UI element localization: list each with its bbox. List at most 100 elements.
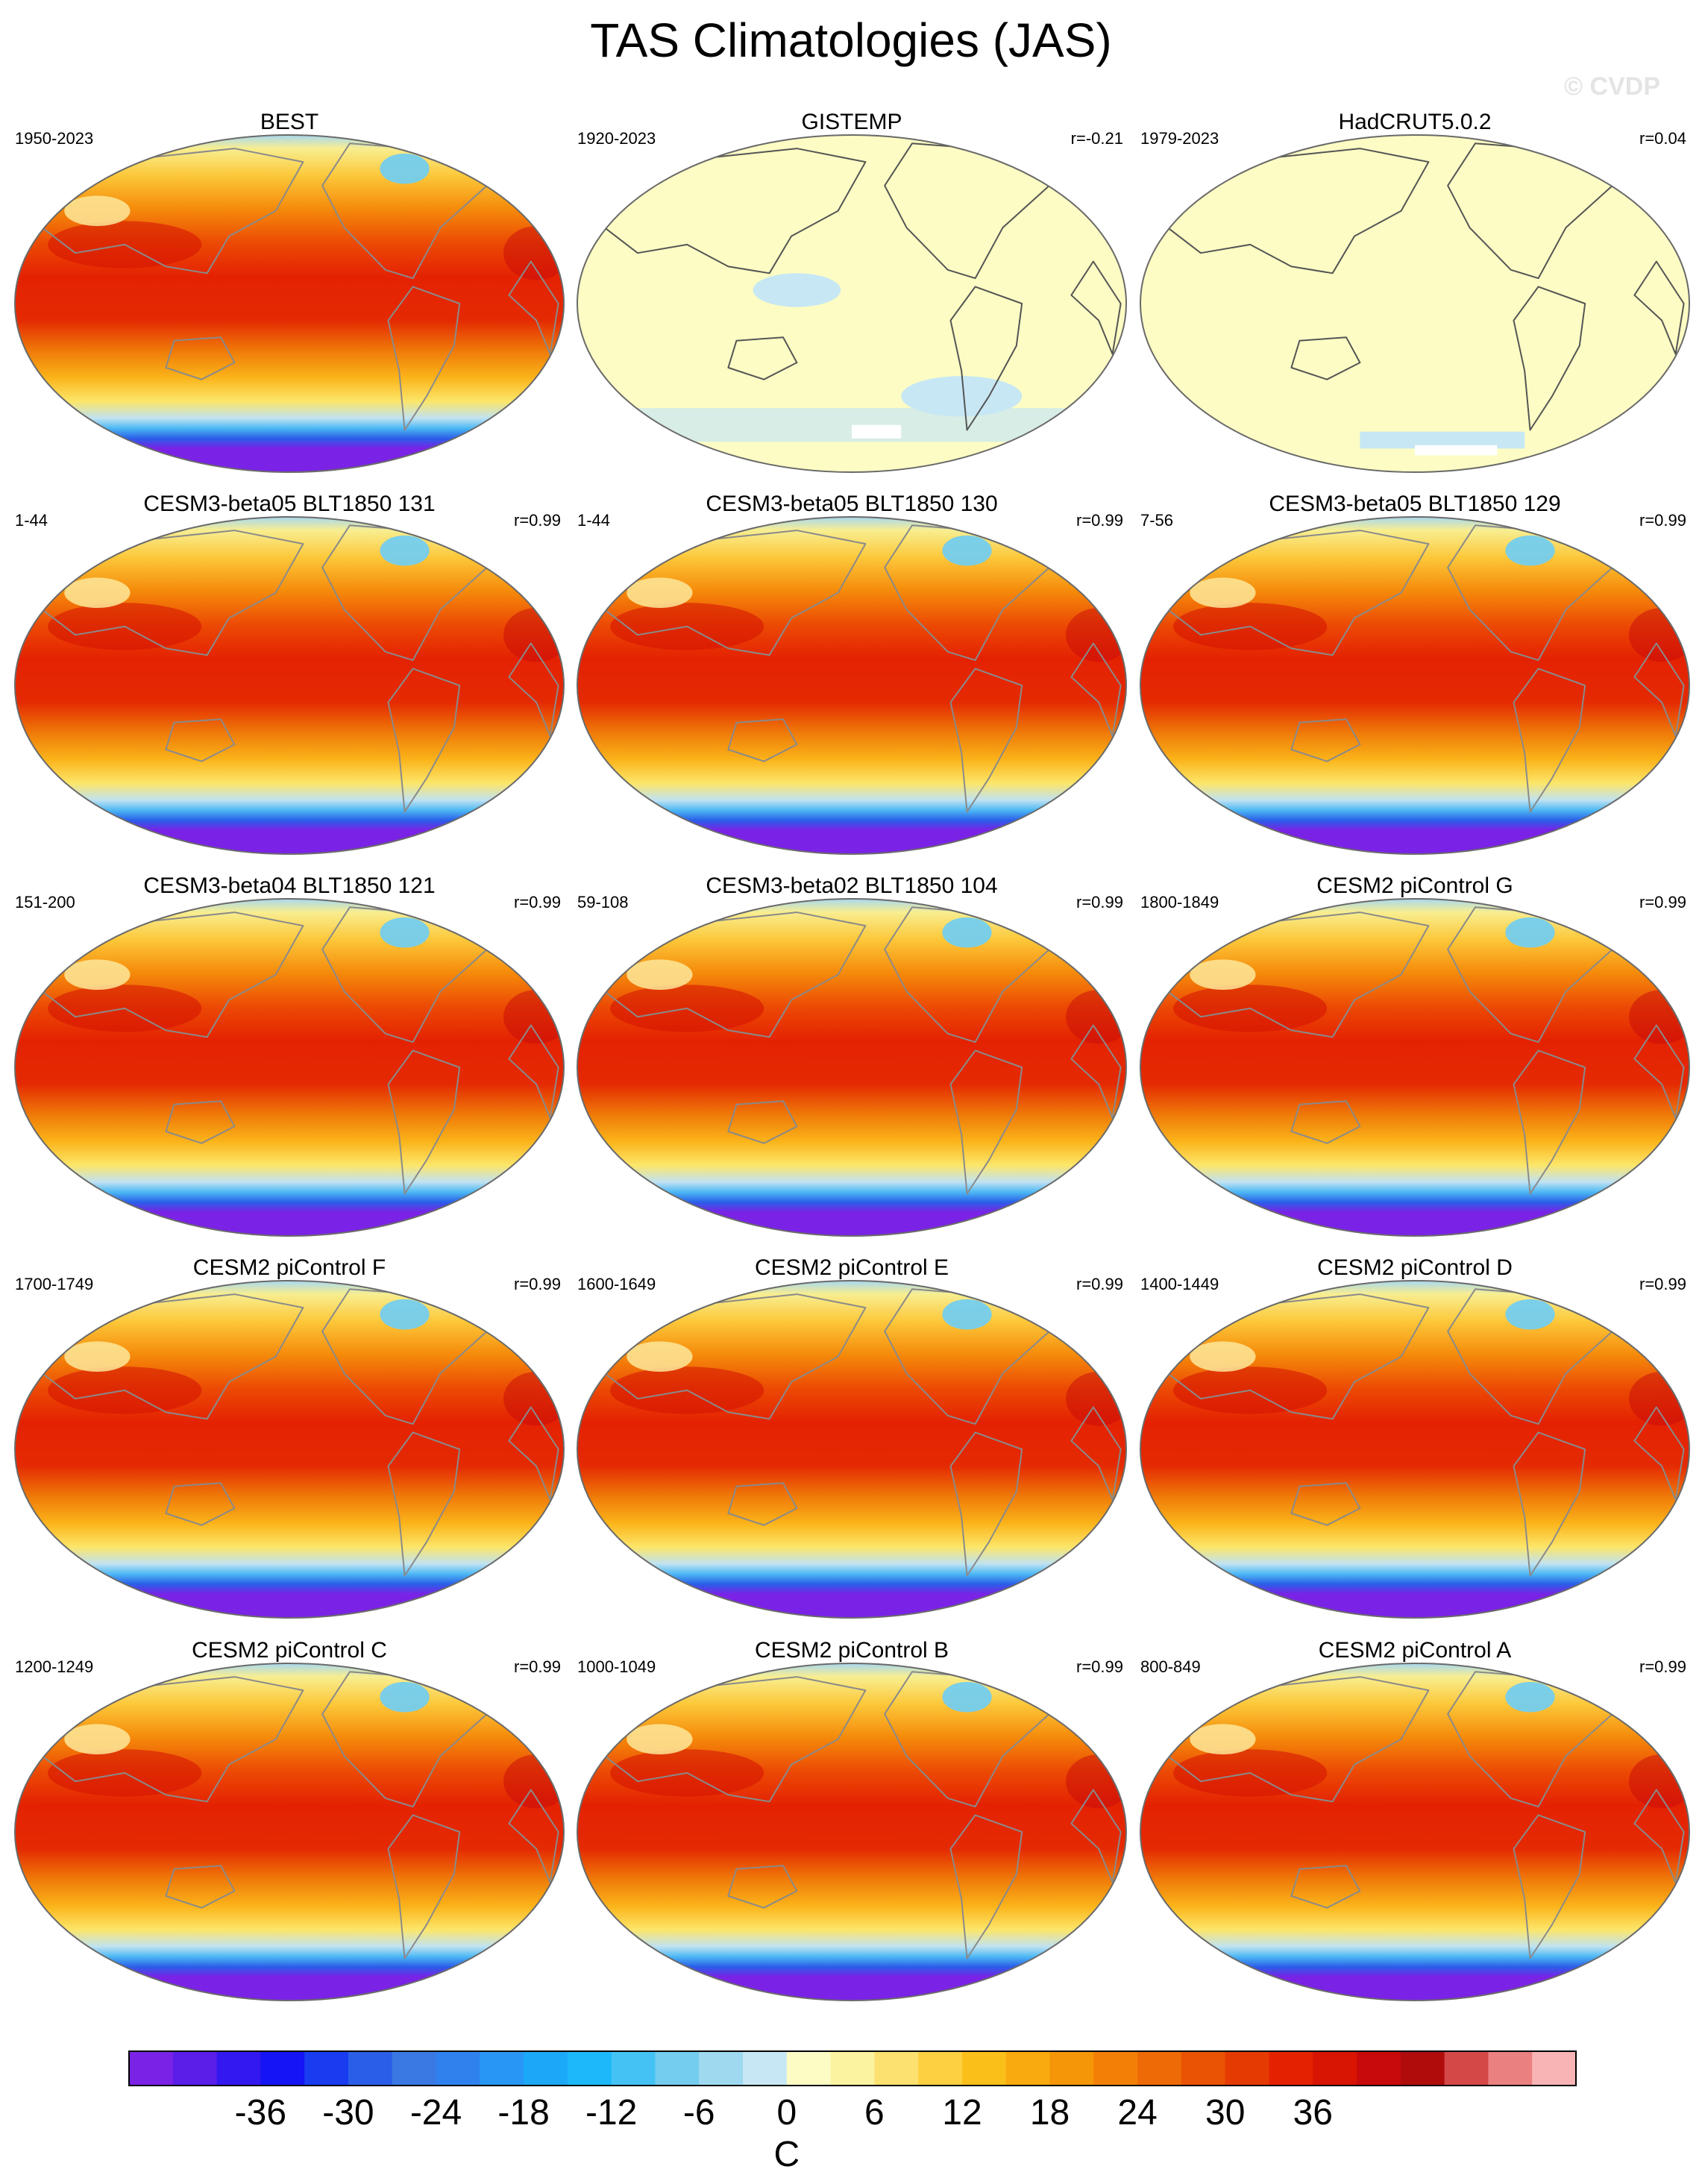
colorbar-tick-label: 30 <box>1205 2093 1245 2133</box>
colorbar-tick-label: 18 <box>1030 2093 1070 2133</box>
colorbar-tick-label: 12 <box>942 2093 982 2133</box>
temperature-field <box>15 135 564 472</box>
continent-outline <box>590 1676 867 1803</box>
map-panel: CESM2 piControl F 1700-1749 r=0.99 <box>14 1255 565 1619</box>
continent-outline <box>387 1814 461 1959</box>
colorbar-tick-label: -36 <box>235 2093 286 2133</box>
continent-outline <box>1153 1676 1430 1803</box>
map-border <box>14 516 565 855</box>
temperature-field <box>1140 1281 1689 1618</box>
continent-outline <box>949 1049 1023 1195</box>
temperature-field <box>1140 517 1689 854</box>
panel-title: BEST <box>260 110 318 134</box>
map-border <box>1140 1280 1690 1619</box>
continent-outline <box>1153 148 1430 274</box>
panel-period: 1700-1749 <box>15 1275 93 1293</box>
continent-outline <box>387 668 461 813</box>
panel-title: CESM2 piControl B <box>755 1638 949 1663</box>
temperature-field <box>15 899 564 1236</box>
colorbar-tick-label: 6 <box>864 2093 885 2133</box>
greenland-cold-spot <box>1505 917 1555 948</box>
map-border <box>14 898 565 1237</box>
continent-outline <box>508 260 559 355</box>
temperature-field <box>577 1281 1126 1618</box>
continent-outline <box>508 642 559 737</box>
continent-outline <box>727 1100 798 1144</box>
continent-outline <box>165 1865 236 1909</box>
continent-outline <box>1633 1789 1685 1883</box>
panel-period: 1600-1649 <box>577 1275 656 1293</box>
panel-title: CESM2 piControl A <box>1319 1638 1511 1663</box>
continent-outline <box>1513 1049 1586 1195</box>
continent-outline <box>28 1293 304 1420</box>
panel-period: 1979-2023 <box>1140 129 1219 148</box>
greenland-cold-spot <box>380 535 430 566</box>
panel-title: CESM3-beta05 BLT1850 131 <box>143 492 435 516</box>
panel-title: GISTEMP <box>801 110 902 134</box>
temperature-field <box>577 1663 1126 2001</box>
continent-outline <box>1290 336 1361 380</box>
panel-period: 800-849 <box>1140 1657 1201 1676</box>
map-panels: BEST 1950-2023 GISTEMP 1920-2023 r=-0.21 HadC… <box>14 110 1690 2001</box>
continent-outline <box>1070 1024 1122 1119</box>
greenland-cold-spot <box>1505 1681 1555 1713</box>
temperature-field <box>15 1663 564 2001</box>
continent-outline <box>590 148 867 274</box>
colorbar-tick-label: -18 <box>497 2093 549 2133</box>
greenland-cold-spot <box>942 1681 992 1713</box>
watermark: © CVDP <box>1564 72 1660 101</box>
continent-outline <box>1633 1406 1685 1501</box>
continent-outline <box>1513 286 1586 431</box>
continent-outline <box>1290 1482 1361 1526</box>
map-border <box>577 898 1127 1237</box>
panel-title: CESM3-beta05 BLT1850 130 <box>706 492 997 516</box>
temperature-field <box>15 517 564 854</box>
panel-period: 1400-1449 <box>1140 1275 1219 1293</box>
map-panel: CESM2 piControl C 1200-1249 r=0.99 <box>14 1638 565 2001</box>
map-border <box>577 516 1127 855</box>
map-panel: CESM2 piControl D 1400-1449 r=0.99 <box>1140 1255 1690 1619</box>
map-panel: CESM3-beta02 BLT1850 104 59-108 r=0.99 <box>577 873 1127 1237</box>
greenland-cold-spot <box>942 917 992 948</box>
continent-outline <box>387 286 461 431</box>
continent-outline <box>28 1676 304 1803</box>
panel-title: CESM3-beta04 BLT1850 121 <box>143 873 435 898</box>
panel-title: CESM2 piControl G <box>1316 873 1513 898</box>
map-border <box>14 1663 565 2001</box>
map-panel: CESM3-beta05 BLT1850 131 1-44 r=0.99 <box>14 492 565 855</box>
continent-outline <box>949 1814 1023 1959</box>
continent-outline <box>727 336 798 380</box>
temperature-field <box>1140 899 1689 1236</box>
continent-outline <box>727 718 798 762</box>
continent-outline <box>1633 1024 1685 1119</box>
temperature-field <box>15 1281 564 1618</box>
panel-correlation: r=0.99 <box>1076 1275 1123 1293</box>
panel-title: HadCRUT5.0.2 <box>1338 110 1491 134</box>
continent-outline <box>1633 260 1685 355</box>
continent-outline <box>1070 1789 1122 1883</box>
map-border <box>14 1280 565 1619</box>
panel-title: CESM2 piControl C <box>192 1638 387 1663</box>
continent-outline <box>1153 530 1430 656</box>
panel-correlation: r=0.99 <box>514 893 561 911</box>
panel-correlation: r=0.99 <box>1639 893 1686 911</box>
colorbar-unit: C <box>773 2135 800 2174</box>
continent-outline <box>165 1100 236 1144</box>
continent-outline <box>1070 1406 1122 1501</box>
panel-title: CESM3-beta02 BLT1850 104 <box>706 873 997 898</box>
panel-title: CESM3-beta05 BLT1850 129 <box>1269 492 1560 516</box>
map-panel: CESM2 piControl E 1600-1649 r=0.99 <box>577 1255 1127 1619</box>
greenland-cold-spot <box>1505 535 1555 566</box>
map-border <box>577 1663 1127 2001</box>
continent-outline <box>1070 260 1122 355</box>
continent-outline <box>165 336 236 380</box>
panel-period: 59-108 <box>577 893 629 911</box>
map-panel: CESM3-beta05 BLT1850 130 1-44 r=0.99 <box>577 492 1127 855</box>
panel-title: CESM2 piControl F <box>193 1255 386 1280</box>
continent-outline <box>387 1431 461 1577</box>
greenland-cold-spot <box>380 917 430 948</box>
panel-period: 1200-1249 <box>15 1657 93 1676</box>
continent-outline <box>727 1865 798 1909</box>
continent-outline <box>1153 911 1430 1038</box>
continent-outline <box>949 286 1023 431</box>
